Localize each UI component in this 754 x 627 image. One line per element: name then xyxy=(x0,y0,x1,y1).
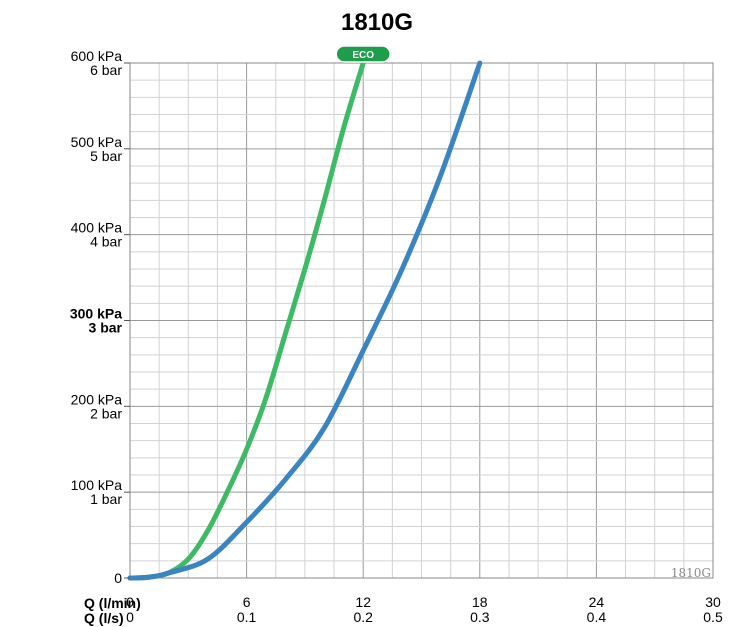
eco-badge-pill xyxy=(335,45,391,63)
y-tick-label-bar: 1 bar xyxy=(90,491,122,507)
x-axis-secondary-label: Q (l/s) xyxy=(84,610,124,626)
y-tick-label-kpa: 100 kPa xyxy=(71,477,123,493)
y-tick-label-kpa: 200 kPa xyxy=(71,391,123,407)
x-tick-label-ls: 0.2 xyxy=(353,609,373,625)
y-tick-label-bar: 5 bar xyxy=(90,148,122,164)
y-tick-label-bar: 3 bar xyxy=(89,320,123,336)
y-tick-label-kpa: 300 kPa xyxy=(70,306,122,322)
eco-badge: ECO xyxy=(335,45,391,63)
grid xyxy=(129,62,714,579)
x-tick-label-lmin: 30 xyxy=(705,594,721,610)
x-tick-label-lmin: 18 xyxy=(472,594,488,610)
eco-badge-label: ECO xyxy=(352,50,374,61)
x-tick-label-ls: 0.4 xyxy=(587,609,607,625)
x-tick-label-lmin: 6 xyxy=(243,594,251,610)
x-tick-label-ls: 0 xyxy=(126,609,134,625)
y-tick-label-kpa: 500 kPa xyxy=(71,134,123,150)
y-tick-label-bar: 2 bar xyxy=(90,405,122,421)
y-tick-label-kpa: 400 kPa xyxy=(71,220,123,236)
x-tick-label-ls: 0.1 xyxy=(237,609,257,625)
x-tick-label-ls: 0.3 xyxy=(470,609,490,625)
x-axis-primary-label: Q (l/min) xyxy=(84,595,141,611)
x-tick-label-lmin: 12 xyxy=(355,594,371,610)
x-tick-label-lmin: 0 xyxy=(126,594,134,610)
x-tick-label-ls: 0.5 xyxy=(703,609,723,625)
watermark: 1810G xyxy=(671,566,711,580)
chart-title: 1810G xyxy=(341,9,413,36)
y-tick-label-zero: 0 xyxy=(114,570,122,586)
y-tick-label-kpa: 600 kPa xyxy=(71,48,123,64)
curves xyxy=(127,60,483,581)
x-axis-labels: 00 60.1 120.2 180.3 240.4 300.5 xyxy=(126,594,723,625)
x-tick-label-lmin: 24 xyxy=(589,594,605,610)
y-tick-label-bar: 4 bar xyxy=(90,234,122,250)
standard-curve xyxy=(127,60,483,581)
y-tick-label-bar: 6 bar xyxy=(90,62,122,78)
